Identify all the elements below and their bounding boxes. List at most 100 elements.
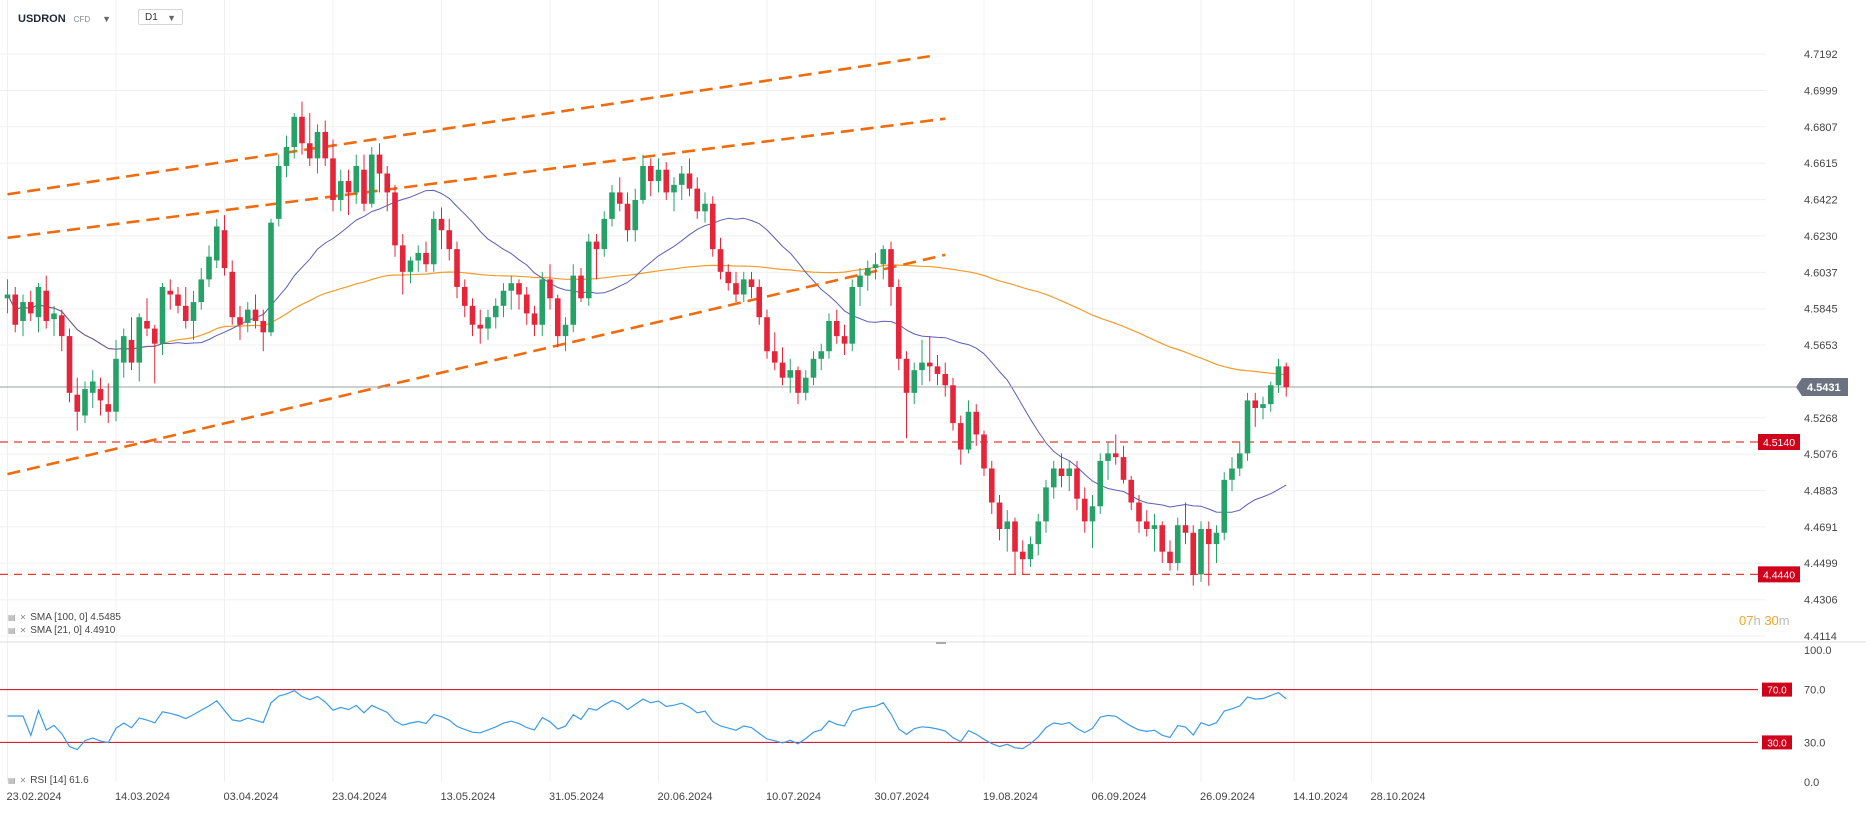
candle-body [1035,521,1042,545]
date-axis-tick: 23.02.2024 [7,791,62,803]
candle-body [810,358,817,378]
rsi-level-tag [1762,682,1792,697]
candle-body [1097,460,1104,507]
symbol-header[interactable]: USDRON CFD ▼ [18,9,111,29]
price-axis-tick: 4.4691 [1804,522,1838,534]
candle-body [167,290,174,295]
candle-body [578,275,584,299]
bar-countdown: 07h 30m [1739,613,1790,628]
candle-body [523,294,530,314]
candle-body [733,283,739,295]
candle-body [206,256,212,280]
candle-body [609,192,615,219]
candle-body [1159,525,1166,552]
candle-body [795,370,801,393]
candle-body [399,245,406,272]
rsi-axis-tick: 100.0 [1804,645,1832,657]
close-icon[interactable]: ✕ [19,613,27,622]
candle-body [709,203,716,250]
price-axis-tick: 4.6037 [1804,267,1838,279]
candle-body [485,317,491,329]
candle-body [345,181,352,193]
price-axis-tick: 4.4306 [1804,595,1838,607]
candle-body [144,320,150,329]
candle-body [926,362,933,367]
candle-body [1027,544,1034,560]
candle-body [322,131,329,159]
settings-icon[interactable]: ▤ [8,613,16,622]
legend-sma100-label: SMA [100, 0] 4.5485 [30,612,121,623]
symbol-dropdown-icon[interactable]: ▼ [102,14,112,24]
candle-body [934,366,941,374]
candle-body [756,286,763,318]
candle-body [616,192,623,204]
channel-line-2 [7,117,946,240]
legend-sma21[interactable]: ▤ ✕ SMA [21, 0] 4.4910 [8,625,115,636]
legend-sma100[interactable]: ▤ ✕ SMA [100, 0] 4.5485 [8,612,121,623]
candle-body [508,283,515,291]
candle-body [547,279,553,299]
candle-body [43,290,50,321]
countdown-minutes: 30 [1764,613,1779,628]
candle-body [1151,525,1158,529]
candle-body [1205,528,1212,545]
candle-body [585,241,592,299]
candle-body [74,394,81,412]
candle-body [392,192,398,246]
current-price-tag [1796,377,1848,396]
settings-icon[interactable]: ▤ [8,776,16,785]
candle-body [694,188,701,212]
candle-body [601,218,608,250]
candle-body [1074,468,1080,499]
candle-body [973,411,980,435]
price-axis-tick: 4.7192 [1804,49,1838,61]
legend-rsi[interactable]: ▤ ✕ RSI [14] 61.6 [8,775,89,786]
candle-body [632,199,639,231]
support-level-label: 4.4440 [1763,569,1795,581]
candle-body [198,279,205,303]
candle-body [252,309,259,321]
candle-body [531,313,538,325]
candle-body [957,423,964,450]
channel-line-1 [7,54,930,196]
candle-body [911,370,918,393]
date-axis-tick: 14.03.2024 [115,791,170,803]
candle-body [1143,521,1150,529]
candle-body [407,260,414,272]
close-icon[interactable]: ✕ [19,776,27,785]
candle-body [500,290,507,306]
support-level-label: 4.5140 [1763,437,1795,449]
candle-body [841,336,848,344]
price-axis-tick: 4.4499 [1804,558,1838,570]
candle-body [430,218,437,265]
candle-body [120,336,127,363]
candle-body [1198,528,1204,575]
candle-body [740,279,747,295]
candle-body [376,154,383,174]
candle-body [97,389,104,401]
candle-body [229,271,236,318]
candle-body [539,279,546,325]
candle-body [1221,479,1228,533]
sma21-line [7,189,1287,513]
candle-body [880,249,887,265]
settings-icon[interactable]: ▤ [8,626,16,635]
price-axis-tick: 4.6230 [1804,231,1838,243]
candle-body [469,305,476,325]
timeframe-select[interactable]: D1 ▼ [138,9,183,25]
candle-body [275,165,282,219]
candle-body [1012,521,1018,552]
rsi-line [7,690,1287,751]
candle-body [857,275,863,287]
date-axis-tick: 03.04.2024 [224,791,279,803]
candle-body [291,116,298,148]
candle-body [113,358,119,412]
close-icon[interactable]: ✕ [19,626,27,635]
date-axis-tick: 20.06.2024 [658,791,713,803]
candle-body [477,324,484,329]
current-price-label: 4.5431 [1807,382,1841,394]
price-axis-tick: 4.6422 [1804,195,1838,207]
candle-body [1244,400,1251,454]
